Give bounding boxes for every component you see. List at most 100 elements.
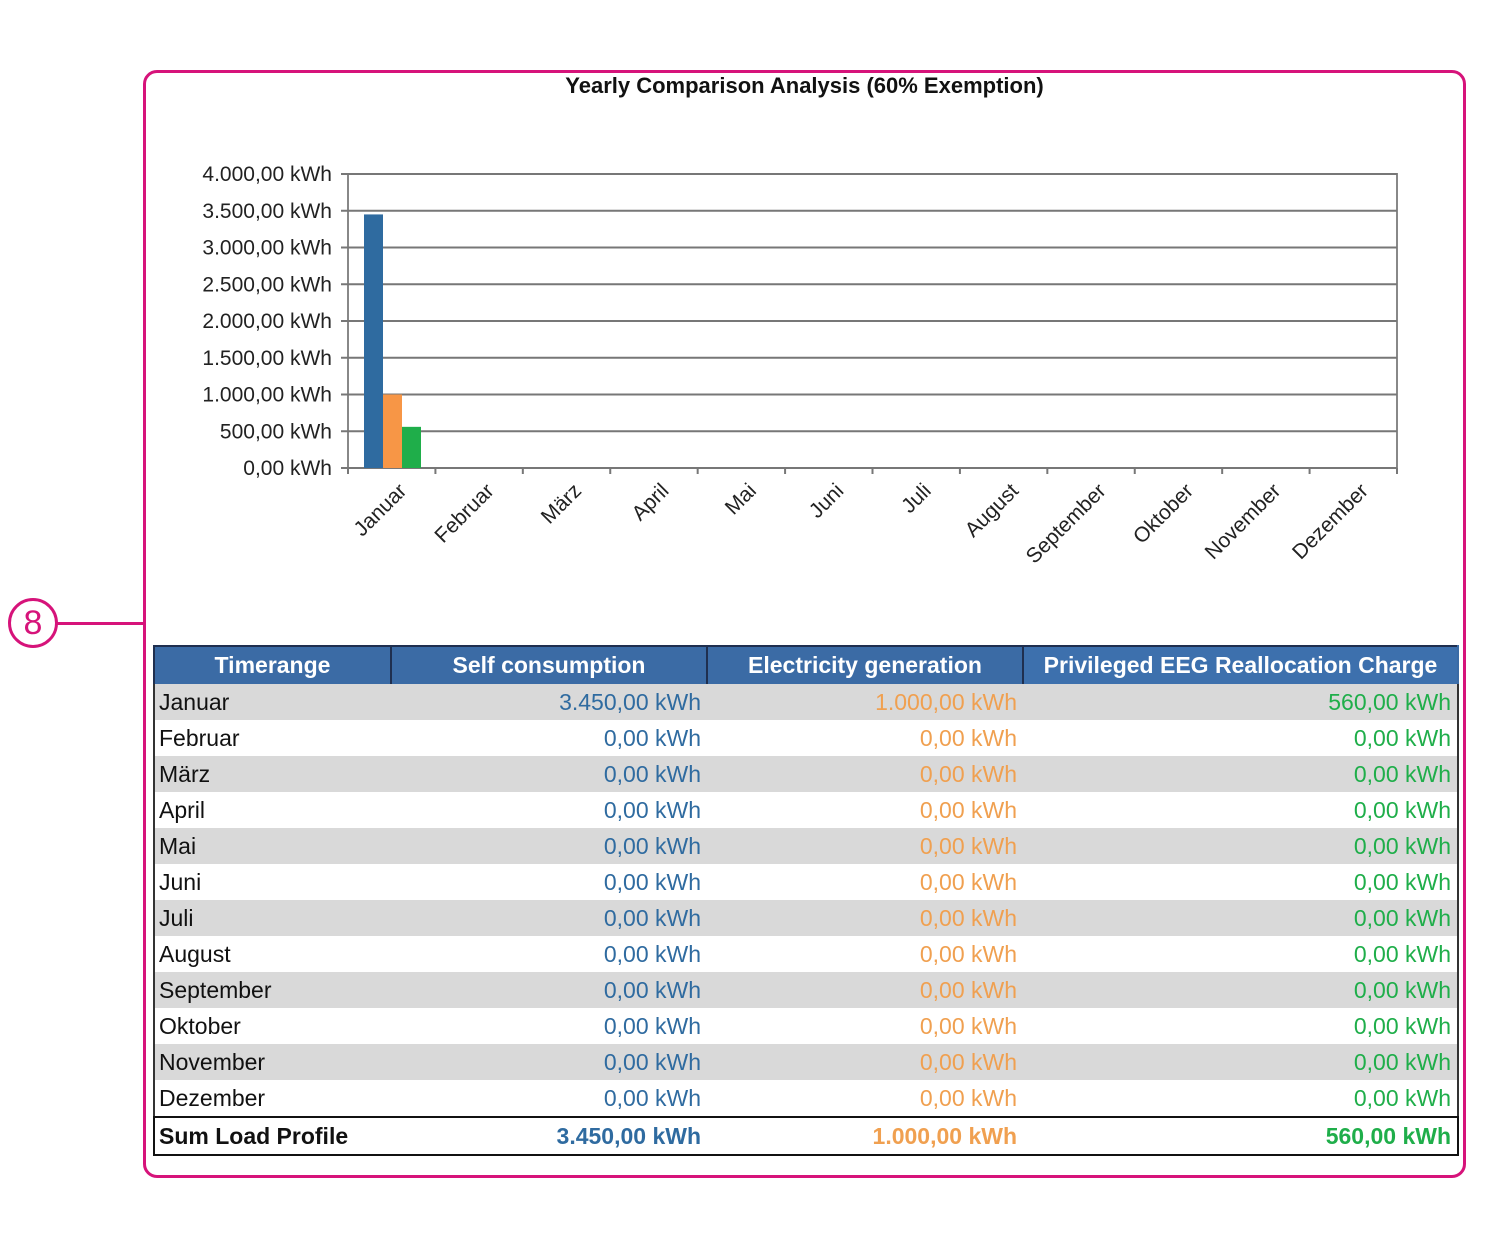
sum-self-consumption: 3.450,00 kWh: [391, 1116, 707, 1156]
table-row: Februar 0,00 kWh 0,00 kWh 0,00 kWh: [154, 720, 1458, 756]
row-timerange: Oktober: [154, 1008, 391, 1044]
y-tick-label: 0,00 kWh: [243, 457, 332, 480]
y-tick-label: 3.000,00 kWh: [202, 237, 332, 260]
row-timerange: August: [154, 936, 391, 972]
row-electricity-generation: 0,00 kWh: [707, 792, 1023, 828]
row-timerange: März: [154, 756, 391, 792]
x-tick-label: September: [1022, 479, 1111, 568]
y-tick-label: 500,00 kWh: [220, 420, 332, 443]
y-tick-label: 2.000,00 kWh: [202, 310, 332, 333]
row-timerange: Januar: [154, 684, 391, 720]
bar: [402, 426, 421, 468]
table-row: Juni 0,00 kWh 0,00 kWh 0,00 kWh: [154, 864, 1458, 900]
x-tick-label: Oktober: [1129, 479, 1198, 548]
row-electricity-generation: 0,00 kWh: [707, 936, 1023, 972]
row-timerange: Dezember: [154, 1080, 391, 1117]
row-electricity-generation: 0,00 kWh: [707, 900, 1023, 936]
x-tick-label: Januar: [350, 479, 412, 541]
table-header-row: Timerange Self consumption Electricity g…: [153, 645, 1459, 684]
row-self-consumption: 0,00 kWh: [391, 1080, 707, 1117]
callout-marker: 8: [8, 598, 58, 648]
row-electricity-generation: 0,00 kWh: [707, 1008, 1023, 1044]
row-self-consumption: 0,00 kWh: [391, 756, 707, 792]
table-row: August 0,00 kWh 0,00 kWh 0,00 kWh: [154, 936, 1458, 972]
row-eeg-charge: 0,00 kWh: [1023, 792, 1458, 828]
sum-label: Sum Load Profile: [153, 1116, 391, 1156]
row-timerange: Juni: [154, 864, 391, 900]
row-self-consumption: 0,00 kWh: [391, 1044, 707, 1080]
callout-line: [57, 622, 145, 625]
row-eeg-charge: 0,00 kWh: [1023, 900, 1458, 936]
row-timerange: November: [154, 1044, 391, 1080]
row-self-consumption: 0,00 kWh: [391, 1008, 707, 1044]
header-eeg-charge: Privileged EEG Reallocation Charge: [1022, 645, 1459, 684]
y-tick-label: 1.000,00 kWh: [202, 384, 332, 407]
row-self-consumption: 0,00 kWh: [391, 792, 707, 828]
x-tick-label: März: [537, 479, 586, 528]
table-row: September 0,00 kWh 0,00 kWh 0,00 kWh: [154, 972, 1458, 1008]
row-self-consumption: 0,00 kWh: [391, 720, 707, 756]
table-row: April 0,00 kWh 0,00 kWh 0,00 kWh: [154, 792, 1458, 828]
sum-electricity-generation: 1.000,00 kWh: [707, 1116, 1023, 1156]
row-electricity-generation: 0,00 kWh: [707, 1080, 1023, 1117]
row-self-consumption: 0,00 kWh: [391, 900, 707, 936]
row-electricity-generation: 0,00 kWh: [707, 1044, 1023, 1080]
row-eeg-charge: 0,00 kWh: [1023, 828, 1458, 864]
row-electricity-generation: 0,00 kWh: [707, 756, 1023, 792]
row-eeg-charge: 0,00 kWh: [1023, 720, 1458, 756]
table-row: Januar 3.450,00 kWh 1.000,00 kWh 560,00 kWh: [154, 684, 1458, 720]
x-tick-label: Mai: [721, 479, 761, 519]
bar-chart: 0,00 kWh 500,00 kWh 1.000,00 kWh 1.500,00 k…: [202, 163, 1398, 568]
row-eeg-charge: 0,00 kWh: [1023, 972, 1458, 1008]
row-eeg-charge: 0,00 kWh: [1023, 864, 1458, 900]
highlight-frame: [143, 70, 1466, 1178]
bar: [364, 214, 383, 468]
y-tick-label: 3.500,00 kWh: [202, 200, 332, 223]
row-timerange: Juli: [154, 900, 391, 936]
row-timerange: April: [154, 792, 391, 828]
row-self-consumption: 0,00 kWh: [391, 828, 707, 864]
row-timerange: Februar: [154, 720, 391, 756]
x-tick-label: August: [961, 479, 1024, 542]
row-self-consumption: 0,00 kWh: [391, 972, 707, 1008]
x-tick-label: April: [628, 479, 674, 525]
row-self-consumption: 0,00 kWh: [391, 864, 707, 900]
row-electricity-generation: 0,00 kWh: [707, 828, 1023, 864]
x-tick-label: Juni: [805, 479, 849, 523]
header-electricity-generation: Electricity generation: [706, 645, 1024, 684]
data-table: Timerange Self consumption Electricity g…: [153, 645, 1459, 1156]
x-tick-label: Dezember: [1288, 479, 1373, 564]
row-eeg-charge: 0,00 kWh: [1023, 1008, 1458, 1044]
row-electricity-generation: 1.000,00 kWh: [707, 684, 1023, 720]
x-tick-label: Juli: [897, 479, 936, 518]
table-row: Mai 0,00 kWh 0,00 kWh 0,00 kWh: [154, 828, 1458, 864]
row-eeg-charge: 0,00 kWh: [1023, 1080, 1458, 1117]
row-self-consumption: 0,00 kWh: [391, 936, 707, 972]
row-timerange: Mai: [154, 828, 391, 864]
table-row: März 0,00 kWh 0,00 kWh 0,00 kWh: [154, 756, 1458, 792]
x-tick-label: Februar: [430, 479, 498, 547]
bar: [383, 394, 402, 468]
row-eeg-charge: 0,00 kWh: [1023, 1044, 1458, 1080]
y-tick-label: 1.500,00 kWh: [202, 347, 332, 370]
chart-title: Yearly Comparison Analysis (60% Exemptio…: [565, 73, 1044, 98]
row-eeg-charge: 0,00 kWh: [1023, 756, 1458, 792]
row-eeg-charge: 560,00 kWh: [1023, 684, 1458, 720]
row-eeg-charge: 0,00 kWh: [1023, 936, 1458, 972]
y-tick-label: 4.000,00 kWh: [202, 163, 332, 186]
table-row: Oktober 0,00 kWh 0,00 kWh 0,00 kWh: [154, 1008, 1458, 1044]
row-timerange: September: [154, 972, 391, 1008]
row-self-consumption: 3.450,00 kWh: [391, 684, 707, 720]
header-self-consumption: Self consumption: [390, 645, 708, 684]
row-electricity-generation: 0,00 kWh: [707, 720, 1023, 756]
header-timerange: Timerange: [153, 645, 392, 684]
table-sum-row: Sum Load Profile 3.450,00 kWh 1.000,00 k…: [153, 1116, 1459, 1156]
table-row: Juli 0,00 kWh 0,00 kWh 0,00 kWh: [154, 900, 1458, 936]
row-electricity-generation: 0,00 kWh: [707, 972, 1023, 1008]
y-tick-label: 2.500,00 kWh: [202, 273, 332, 296]
table-row: Dezember 0,00 kWh 0,00 kWh 0,00 kWh: [154, 1080, 1458, 1117]
callout-number: 8: [23, 604, 43, 642]
sum-eeg-charge: 560,00 kWh: [1023, 1116, 1459, 1156]
x-tick-label: November: [1201, 479, 1286, 564]
table-row: November 0,00 kWh 0,00 kWh 0,00 kWh: [154, 1044, 1458, 1080]
